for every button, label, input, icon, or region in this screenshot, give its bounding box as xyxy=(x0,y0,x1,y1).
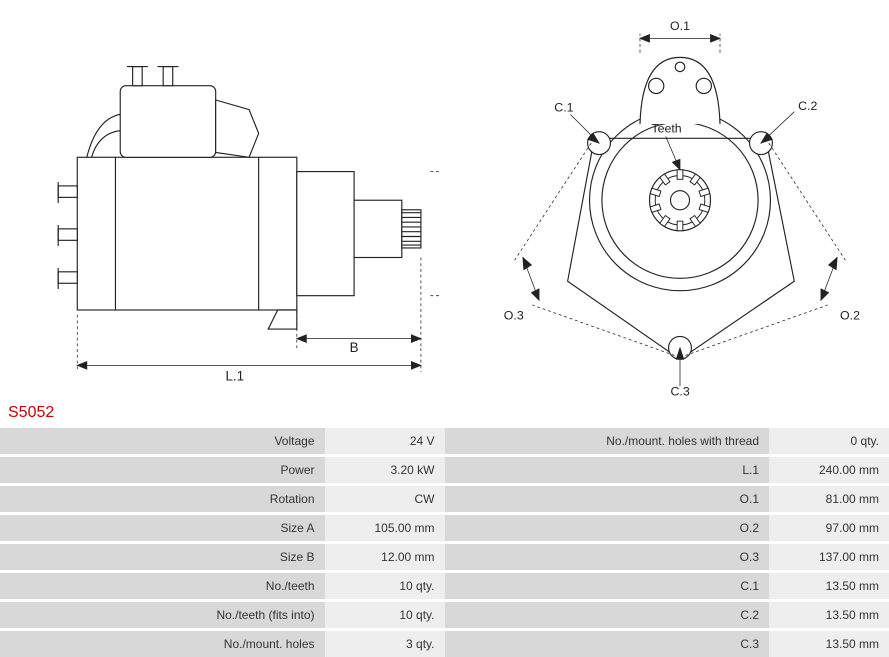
dim-label-b: B xyxy=(350,340,359,355)
dim-label-o1: O.1 xyxy=(670,19,690,33)
spec-key: C.1 xyxy=(445,573,770,599)
dim-label-c2: C.2 xyxy=(798,99,817,113)
dim-label-l1: L.1 xyxy=(225,369,244,384)
diagram-front-view: O.1 O.2 O.3 C.1 C.2 C.3 Teeth xyxy=(460,0,889,400)
spec-key: O.1 xyxy=(445,486,770,512)
spec-row: C.113.50 mm xyxy=(445,573,889,599)
spec-row: Size B12.00 mm xyxy=(0,544,445,570)
spec-value: CW xyxy=(325,486,445,512)
spec-key: Voltage xyxy=(0,428,325,454)
spec-value: 13.50 mm xyxy=(769,573,889,599)
spec-value: 240.00 mm xyxy=(769,457,889,483)
dim-label-c1: C.1 xyxy=(554,101,573,115)
spec-value: 12.00 mm xyxy=(325,544,445,570)
spec-value: 10 qty. xyxy=(325,602,445,628)
spec-value: 105.00 mm xyxy=(325,515,445,541)
spec-key: L.1 xyxy=(445,457,770,483)
spec-value: 3.20 kW xyxy=(325,457,445,483)
spec-key: No./mount. holes xyxy=(0,631,325,657)
spec-table-left: Voltage24 VPower3.20 kWRotationCWSize A1… xyxy=(0,428,445,657)
spec-key: Rotation xyxy=(0,486,325,512)
spec-row: No./teeth10 qty. xyxy=(0,573,445,599)
spec-value: 13.50 mm xyxy=(769,631,889,657)
spec-value: 137.00 mm xyxy=(769,544,889,570)
spec-row: Power3.20 kW xyxy=(0,457,445,483)
dim-label-c3: C.3 xyxy=(670,384,689,398)
spec-row: C.313.50 mm xyxy=(445,631,889,657)
spec-row: Size A105.00 mm xyxy=(0,515,445,541)
spec-value: 10 qty. xyxy=(325,573,445,599)
spec-row: O.181.00 mm xyxy=(445,486,889,512)
spec-row: No./teeth (fits into)10 qty. xyxy=(0,602,445,628)
spec-row: No./mount. holes with thread0 qty. xyxy=(445,428,889,454)
spec-value: 24 V xyxy=(325,428,445,454)
part-code: S5052 xyxy=(0,400,889,428)
spec-key: No./teeth xyxy=(0,573,325,599)
spec-row: O.3137.00 mm xyxy=(445,544,889,570)
spec-row: L.1240.00 mm xyxy=(445,457,889,483)
spec-value: 97.00 mm xyxy=(769,515,889,541)
spec-key: C.3 xyxy=(445,631,770,657)
spec-row: RotationCW xyxy=(0,486,445,512)
spec-tables: Voltage24 VPower3.20 kWRotationCWSize A1… xyxy=(0,428,889,657)
spec-value: 3 qty. xyxy=(325,631,445,657)
spec-key: Size B xyxy=(0,544,325,570)
spec-value: 81.00 mm xyxy=(769,486,889,512)
dim-label-o2: O.2 xyxy=(840,308,860,322)
spec-value: 0 qty. xyxy=(769,428,889,454)
spec-row: C.213.50 mm xyxy=(445,602,889,628)
spec-row: Voltage24 V xyxy=(0,428,445,454)
diagram-row: A B L.1 xyxy=(0,0,889,400)
spec-value: 13.50 mm xyxy=(769,602,889,628)
spec-key: C.2 xyxy=(445,602,770,628)
spec-key: Power xyxy=(0,457,325,483)
spec-key: O.2 xyxy=(445,515,770,541)
dim-label-teeth: Teeth xyxy=(651,122,681,136)
spec-table-right: No./mount. holes with thread0 qty. L.1240… xyxy=(445,428,889,657)
spec-row: O.297.00 mm xyxy=(445,515,889,541)
spec-key: Size A xyxy=(0,515,325,541)
dim-label-o3: O.3 xyxy=(504,308,524,322)
spec-row: No./mount. holes3 qty. xyxy=(0,631,445,657)
diagram-side-view: A B L.1 xyxy=(0,0,460,400)
spec-key: No./mount. holes with thread xyxy=(445,428,770,454)
spec-key: O.3 xyxy=(445,544,770,570)
spec-key: No./teeth (fits into) xyxy=(0,602,325,628)
